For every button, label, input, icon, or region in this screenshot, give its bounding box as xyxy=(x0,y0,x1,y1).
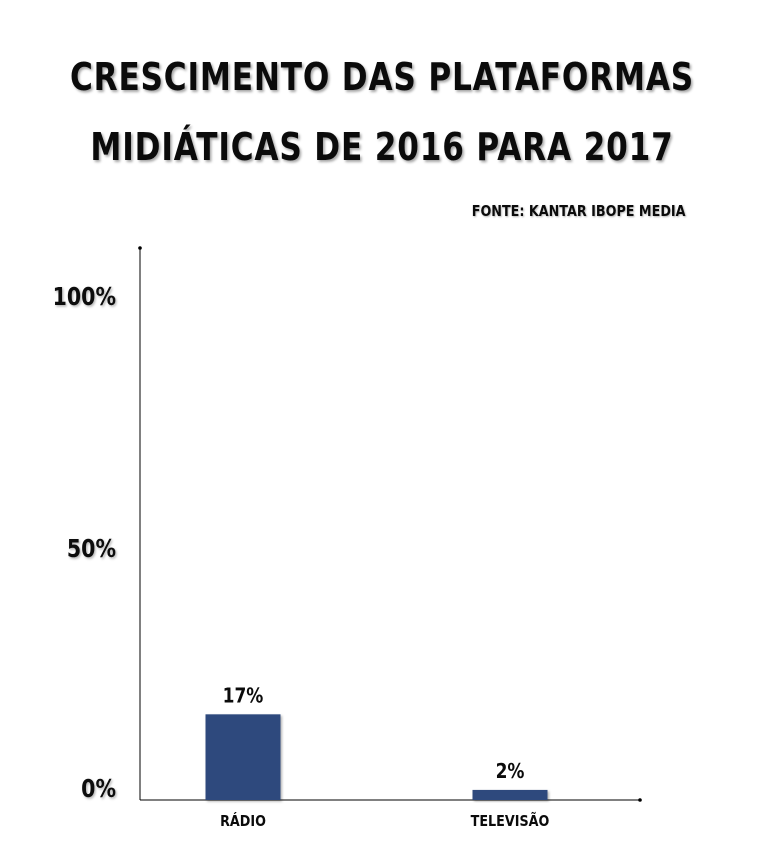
data-label: 17% xyxy=(223,685,264,708)
y-tick-label: 50% xyxy=(67,535,116,563)
x-axis-end-dot xyxy=(638,798,642,802)
y-tick-label: 100% xyxy=(53,283,116,311)
x-tick-label: TELEVISÃO xyxy=(471,812,550,830)
data-labels: 17% 2% xyxy=(223,685,525,783)
y-tick-label: 0% xyxy=(81,775,116,803)
x-tick-label: RÁDIO xyxy=(220,811,266,830)
chart-source: FONTE: KANTAR IBOPE MEDIA xyxy=(472,202,686,220)
chart-title-line-1: CRESCIMENTO DAS PLATAFORMAS xyxy=(69,55,695,99)
data-label: 2% xyxy=(496,761,525,784)
bars xyxy=(205,714,548,800)
chart-title-line-2: MIDIÁTICAS DE 2016 PARA 2017 xyxy=(90,125,674,169)
y-tick-labels: 0% 50% 100% xyxy=(53,283,116,803)
bar xyxy=(205,714,281,800)
bar xyxy=(472,789,548,800)
x-tick-labels: RÁDIO TELEVISÃO xyxy=(220,811,549,830)
y-axis-end-dot xyxy=(138,246,142,250)
